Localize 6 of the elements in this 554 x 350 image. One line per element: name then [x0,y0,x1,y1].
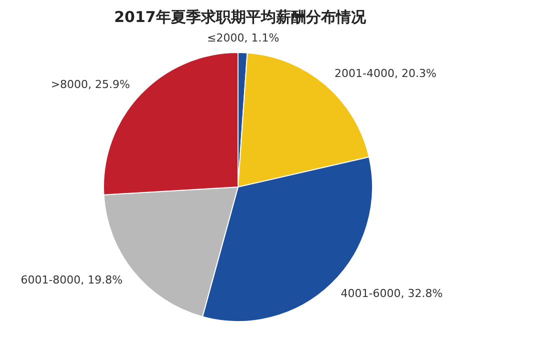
slice-label: >8000, 25.9% [50,78,130,91]
slice-label: 6001-8000, 19.8% [20,273,123,286]
slice-label: 4001-6000, 32.8% [340,287,443,300]
chart-title: 2017年夏季求职期平均薪酬分布情况 [113,8,367,27]
slice-label: ≤2000, 1.1% [207,31,280,44]
slice-label: 2001-4000, 20.3% [334,67,436,80]
